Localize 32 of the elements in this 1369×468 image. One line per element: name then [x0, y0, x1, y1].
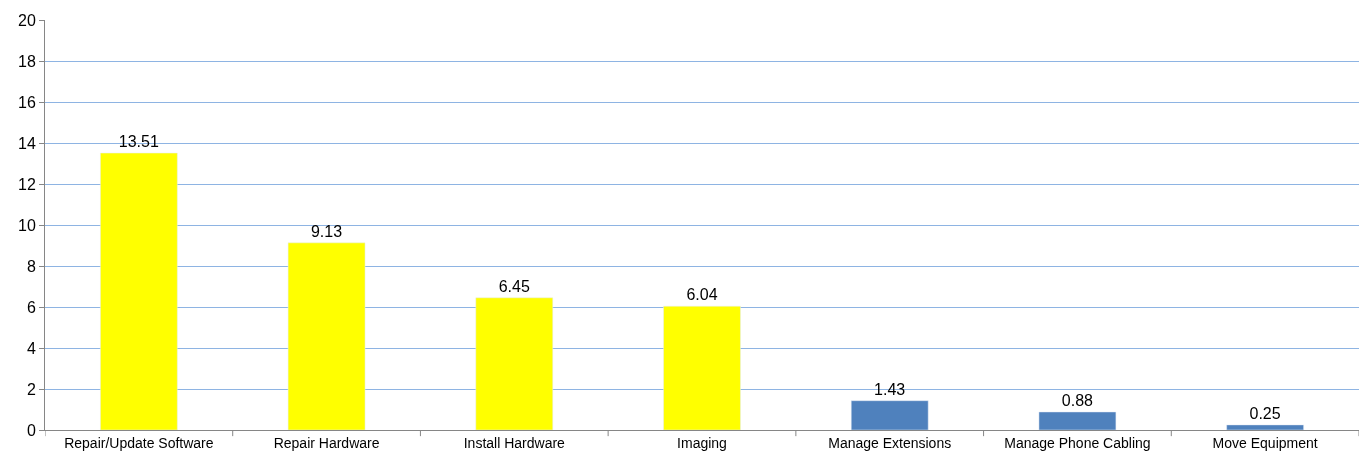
y-tick-label: 0	[26, 421, 36, 439]
y-tick-label: 8	[26, 257, 36, 275]
data-label: 0.25	[1249, 404, 1281, 422]
bar	[100, 152, 178, 430]
bar	[287, 242, 366, 430]
x-tick-label: Install Hardware	[463, 434, 566, 451]
data-label: 13.51	[118, 133, 159, 151]
data-label: 9.13	[310, 222, 343, 240]
y-tick-label: 10	[18, 216, 36, 234]
y-tick-label: 16	[18, 93, 36, 111]
x-tick-label: Imaging	[677, 434, 727, 451]
x-tick-label: Manage Extensions	[828, 434, 952, 451]
x-tick-label: Manage Phone Cabling	[1004, 434, 1151, 451]
data-label: 1.43	[874, 380, 906, 398]
y-tick-label: 2	[26, 380, 36, 398]
bar	[850, 400, 929, 430]
data-label: 0.88	[1061, 391, 1094, 409]
y-tick-label: 14	[18, 134, 36, 152]
bar	[1038, 411, 1117, 430]
y-tick-label: 20	[18, 11, 36, 29]
y-tick-label: 6	[26, 298, 36, 316]
y-tick-label: 18	[18, 52, 36, 70]
bar	[1226, 424, 1304, 430]
data-label: 6.45	[498, 277, 530, 295]
y-tick-label: 4	[26, 339, 36, 357]
x-tick-label: Move Equipment	[1212, 434, 1318, 451]
x-tick-label: Repair Hardware	[273, 434, 380, 451]
x-tick-label: Repair/Update Software	[64, 434, 214, 451]
data-label: 6.04	[686, 286, 718, 304]
y-tick-label: 12	[18, 175, 36, 193]
bar	[663, 305, 741, 430]
bar	[475, 297, 554, 430]
